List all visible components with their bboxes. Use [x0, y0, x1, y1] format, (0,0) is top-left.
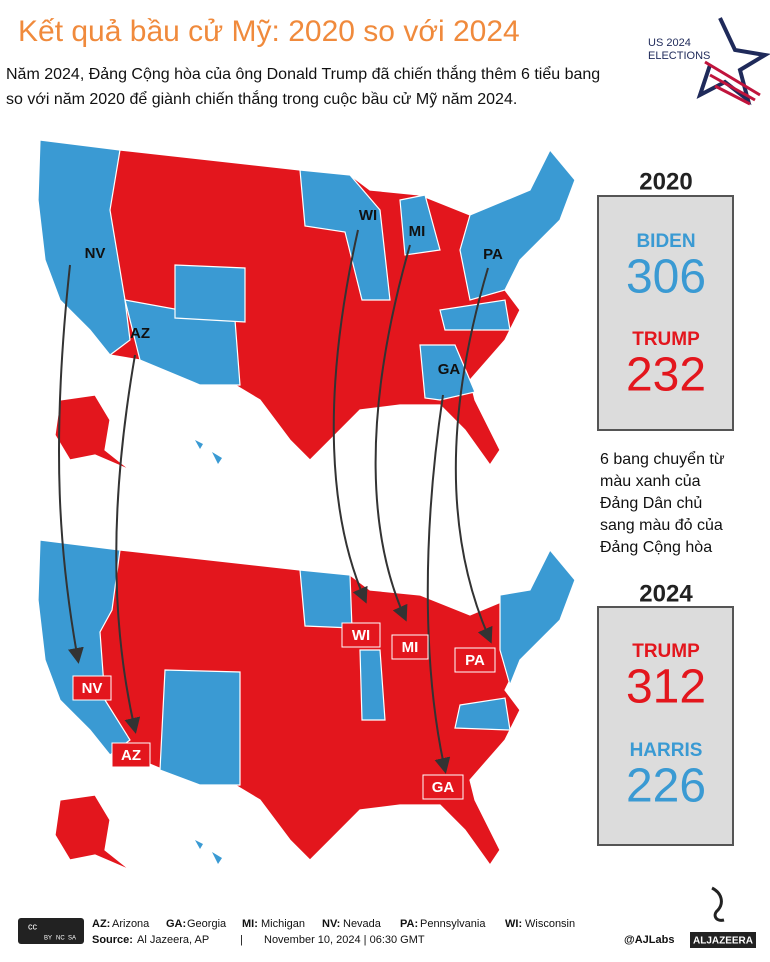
legend-name: Michigan	[261, 918, 305, 930]
note: màu xanh của	[600, 473, 701, 490]
legend-name: Nevada	[343, 918, 382, 930]
subtitle: so với năm 2020 để giành chiến thắng tro…	[6, 89, 517, 108]
state-label: NV	[85, 245, 106, 262]
badge-text: US 2024	[648, 37, 691, 49]
candidate-name: BIDEN	[636, 231, 695, 252]
legend-code: WI:	[505, 918, 522, 930]
license-text: BY	[44, 936, 52, 942]
state-label: AZ	[121, 747, 141, 764]
separator: |	[240, 934, 243, 946]
legend-name: Georgia	[187, 918, 227, 930]
license-text: cc	[28, 921, 38, 931]
year-heading: 2024	[639, 580, 693, 607]
electoral-votes: 226	[626, 760, 706, 813]
note: Đảng Dân chủ	[600, 495, 702, 512]
electoral-votes: 312	[626, 661, 706, 714]
note: sang màu đỏ của	[600, 517, 723, 534]
title: Kết quả bầu cử Mỹ: 2020 so với 2024	[18, 15, 520, 48]
arrows	[57, 229, 493, 774]
state-label: MI	[402, 639, 419, 656]
subtitle: Năm 2024, Đảng Cộng hòa của ông Donald T…	[6, 64, 600, 83]
license-text: NC	[56, 936, 65, 942]
state-label: MI	[409, 223, 426, 240]
license-text: SA	[68, 936, 76, 942]
date: November 10, 2024 | 06:30 GMT	[264, 934, 425, 946]
candidate-name: HARRIS	[630, 740, 703, 761]
candidate-name: TRUMP	[632, 641, 700, 662]
legend-code: NV:	[322, 918, 340, 930]
election-badge: US 2024 ELECTIONS	[648, 17, 770, 106]
legend-name: Pennsylvania	[420, 918, 486, 930]
note: Đảng Cộng hòa	[600, 539, 712, 556]
state-label: WI	[359, 207, 377, 224]
state-label: PA	[483, 246, 503, 263]
electoral-votes: 306	[626, 251, 706, 304]
state-label: NV	[82, 680, 103, 697]
legend-code: PA:	[400, 918, 418, 930]
results-box	[597, 195, 734, 431]
badge-text: ELECTIONS	[648, 50, 710, 62]
source-label: Source:	[92, 934, 133, 946]
candidate-name: TRUMP	[632, 329, 700, 350]
note: 6 bang chuyển từ	[600, 450, 725, 468]
logo-text: ALJAZEERA	[693, 936, 753, 947]
legend-code: AZ:	[92, 918, 110, 930]
handle: @AJLabs	[624, 934, 674, 946]
state-label: GA	[438, 361, 461, 378]
legend-code: MI:	[242, 918, 258, 930]
legend-name: Wisconsin	[525, 918, 575, 930]
state-label: WI	[352, 627, 370, 644]
year-heading: 2020	[639, 168, 692, 195]
results-box	[597, 606, 734, 846]
legend-code: GA:	[166, 918, 186, 930]
aljazeera-logo: ALJAZEERA	[690, 886, 756, 948]
state-label: GA	[432, 779, 455, 796]
map-2024	[37, 539, 576, 871]
state-label: AZ	[130, 325, 150, 342]
license-badge: cc BY NC SA	[18, 918, 84, 944]
state-label: PA	[465, 652, 485, 669]
legend-name: Arizona	[112, 918, 150, 930]
source: Al Jazeera, AP	[137, 934, 209, 946]
electoral-votes: 232	[626, 349, 706, 402]
map-2020	[37, 139, 576, 471]
